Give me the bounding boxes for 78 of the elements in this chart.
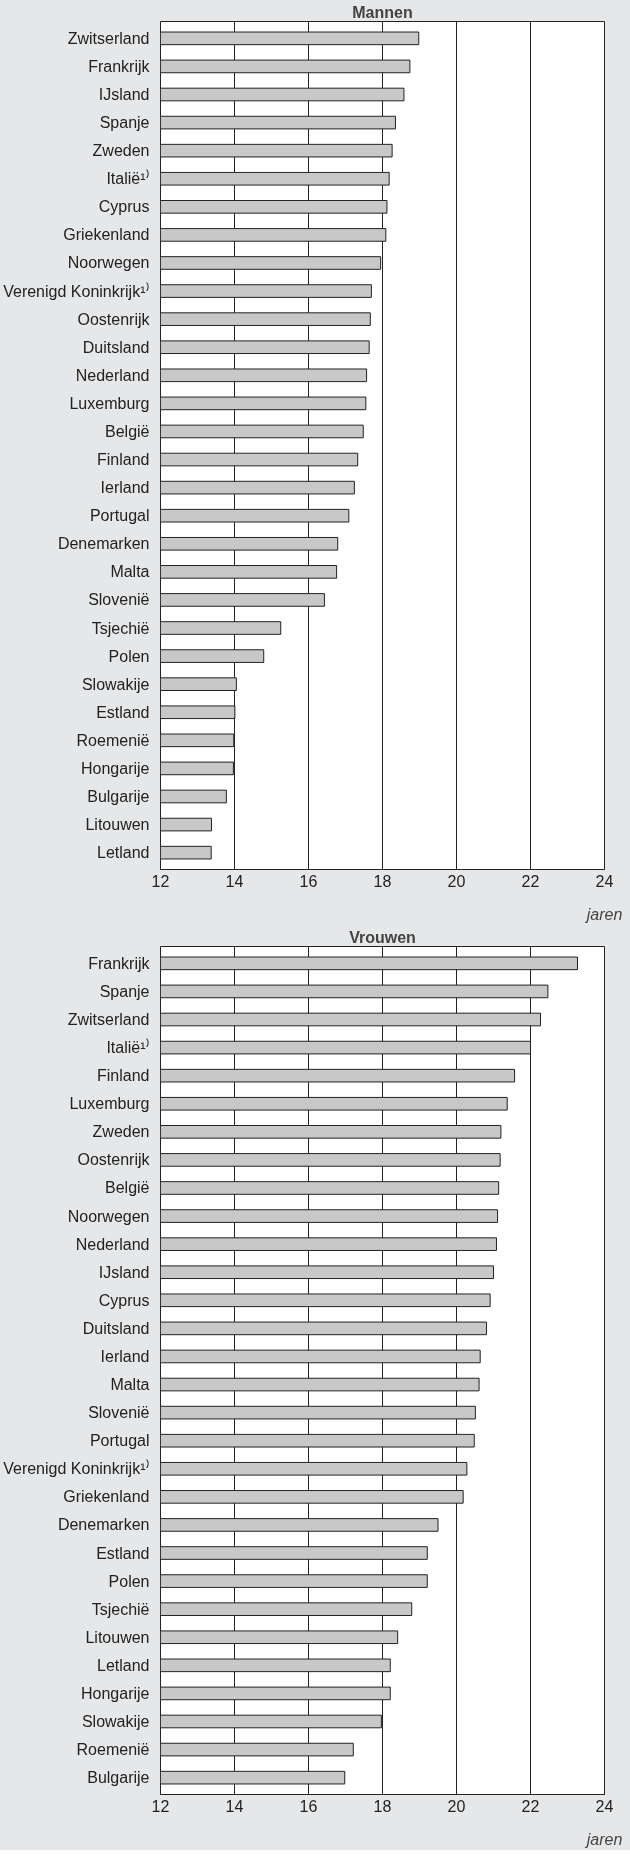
y-tick-label: Finland: [97, 451, 150, 469]
x-tick-label: 16: [299, 1797, 318, 1815]
y-tick-label: Estland: [96, 703, 150, 721]
y-tick-label: Roemenië: [76, 731, 150, 749]
x-tick-label: 22: [521, 1797, 540, 1815]
y-tick-label: Cyprus: [98, 198, 150, 216]
x-tick-label: 24: [595, 872, 614, 890]
y-tick-label: Noorwegen: [67, 1207, 150, 1225]
x-tick-label: 14: [225, 1797, 244, 1815]
y-tick-label: IJsland: [98, 86, 150, 104]
y-tick-label: Denemarken: [57, 535, 150, 553]
x-tick-label: 16: [299, 872, 318, 890]
y-tick-label: Nederland: [75, 1235, 150, 1253]
chart-title: Mannen: [352, 3, 413, 21]
y-tick-label: Bulgarije: [87, 1769, 150, 1787]
y-tick-label: Duitsland: [82, 1319, 150, 1337]
y-tick-label: Frankrijk: [88, 954, 151, 972]
x-tick-label: 14: [225, 872, 244, 890]
y-tick-label: Zweden: [92, 1123, 150, 1141]
y-tick-label: Griekenland: [63, 1488, 150, 1506]
y-tick-label: Portugal: [89, 1432, 150, 1450]
y-tick-label: Hongarije: [81, 1684, 150, 1702]
x-tick-label: 22: [521, 872, 540, 890]
y-tick-label: Spanje: [99, 114, 150, 132]
x-tick-label: 20: [447, 1797, 466, 1815]
y-tick-label: Verenigd Koninkrijk¹⁾: [3, 1459, 150, 1478]
y-tick-label: Finland: [97, 1067, 150, 1085]
y-tick-label: Denemarken: [57, 1516, 150, 1534]
y-tick-label: België: [105, 422, 150, 440]
y-tick-label: Estland: [96, 1544, 150, 1562]
y-tick-label: Ierland: [100, 1347, 150, 1365]
y-tick-label: Malta: [110, 1376, 150, 1394]
y-tick-label: Italië¹⁾: [106, 169, 150, 188]
y-tick-label: Portugal: [89, 507, 150, 525]
y-tick-label: Verenigd Koninkrijk¹⁾: [3, 281, 150, 300]
y-tick-label: Italië¹⁾: [106, 1038, 150, 1057]
y-tick-label: Oostenrijk: [77, 310, 151, 328]
y-tick-label: Frankrijk: [88, 57, 151, 75]
y-tick-label: Griekenland: [63, 226, 150, 244]
y-tick-label: Oostenrijk: [77, 1151, 151, 1169]
y-tick-label: België: [105, 1179, 150, 1197]
y-tick-label: Slowakije: [81, 675, 150, 693]
y-tick-label: Letland: [97, 844, 150, 862]
y-tick-label: Cyprus: [98, 1291, 150, 1309]
y-tick-label: Letland: [97, 1656, 150, 1674]
y-tick-label: Slowakije: [81, 1712, 150, 1730]
y-tick-label: Slovenië: [88, 1404, 150, 1422]
y-tick-label: Slovenië: [88, 591, 150, 609]
x-tick-label: 12: [151, 872, 170, 890]
y-tick-label: Zwitserland: [67, 1011, 150, 1029]
y-tick-label: Tsjechië: [91, 619, 150, 637]
y-tick-label: Malta: [110, 563, 150, 581]
x-tick-label: 12: [151, 1797, 170, 1815]
x-tick-label: 24: [595, 1797, 614, 1815]
y-tick-label: Luxemburg: [69, 1095, 150, 1113]
y-tick-label: Spanje: [99, 982, 150, 1000]
x-tick-label: 18: [373, 1797, 392, 1815]
y-tick-label: Noorwegen: [67, 254, 150, 272]
y-tick-label: IJsland: [98, 1263, 150, 1281]
y-tick-label: Bulgarije: [87, 787, 150, 805]
y-tick-label: Roemenië: [76, 1741, 150, 1759]
y-tick-label: Litouwen: [85, 1628, 150, 1646]
y-tick-label: Tsjechië: [91, 1600, 150, 1618]
y-tick-label: Polen: [108, 647, 150, 665]
x-axis-title: jaren: [584, 905, 623, 923]
x-axis-title: jaren: [584, 1830, 623, 1848]
x-tick-label: 20: [447, 872, 466, 890]
y-tick-label: Hongarije: [81, 759, 150, 777]
y-tick-label: Duitsland: [82, 338, 150, 356]
y-tick-label: Litouwen: [85, 816, 150, 834]
y-tick-label: Luxemburg: [69, 394, 150, 412]
x-tick-label: 18: [373, 872, 392, 890]
y-tick-label: Ierland: [100, 479, 150, 497]
chart-title: Vrouwen: [349, 928, 416, 946]
y-tick-label: Zwitserland: [67, 29, 150, 47]
y-tick-label: Zweden: [92, 142, 150, 160]
y-tick-label: Polen: [108, 1572, 150, 1590]
y-tick-label: Nederland: [75, 366, 150, 384]
